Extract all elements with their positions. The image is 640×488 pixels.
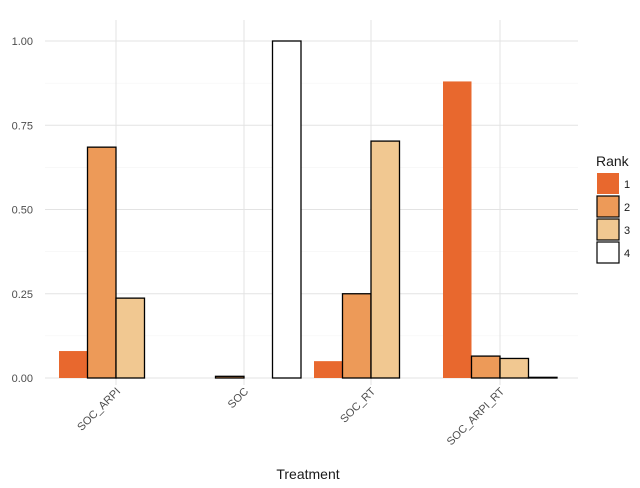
legend-key-rank-4 <box>596 241 620 264</box>
y-tick-label: 0.00 <box>12 373 33 385</box>
x-axis-tick-labels: SOC_ARPI SOC SOC_RT SOC_ARPI_RT <box>75 385 507 448</box>
legend-label-rank-3: 3 <box>624 225 630 237</box>
x-tick-label: SOC <box>226 386 251 411</box>
bar-SOC_RT-rank-3 <box>370 140 401 379</box>
bar-SOC_ARPI_RT-rank-1 <box>443 81 472 378</box>
legend-key-rank-2 <box>596 195 620 218</box>
bar-SOC_RT-rank-1 <box>314 361 343 378</box>
legend-label-rank-2: 2 <box>624 202 630 214</box>
y-tick-label: 0.75 <box>12 120 33 132</box>
legend: Rank 1 2 3 4 <box>596 153 630 264</box>
legend-title: Rank <box>596 153 630 169</box>
bar-SOC_ARPI_RT-rank-2 <box>470 355 501 379</box>
bar-SOC_ARPI-rank-3 <box>115 297 146 379</box>
bar-SOC_RT-rank-2 <box>341 293 372 379</box>
legend-key-rank-1 <box>597 173 619 194</box>
bar-SOC-rank-4 <box>271 40 302 379</box>
bar-SOC-rank-2 <box>214 375 245 379</box>
bar-SOC_ARPI-rank-1 <box>59 351 88 378</box>
bars-layer <box>59 40 558 379</box>
x-tick-label: SOC_ARPI <box>75 386 123 434</box>
y-tick-label: 0.25 <box>12 289 33 301</box>
bar-SOC_ARPI-rank-2 <box>86 146 117 379</box>
x-tick-label: SOC_ARPI_RT <box>445 385 508 448</box>
legend-label-rank-1: 1 <box>624 179 630 191</box>
y-axis-tick-labels: 0.00 0.25 0.50 0.75 1.00 <box>12 36 33 385</box>
bar-SOC_ARPI_RT-rank-4 <box>527 376 558 379</box>
y-tick-label: 1.00 <box>12 36 33 48</box>
y-tick-label: 0.50 <box>12 205 33 217</box>
x-axis-title: Treatment <box>276 466 339 482</box>
x-tick-label: SOC_RT <box>338 385 378 425</box>
bar-SOC_ARPI_RT-rank-3 <box>499 357 530 379</box>
legend-label-rank-4: 4 <box>624 248 630 260</box>
legend-key-rank-3 <box>596 218 620 241</box>
